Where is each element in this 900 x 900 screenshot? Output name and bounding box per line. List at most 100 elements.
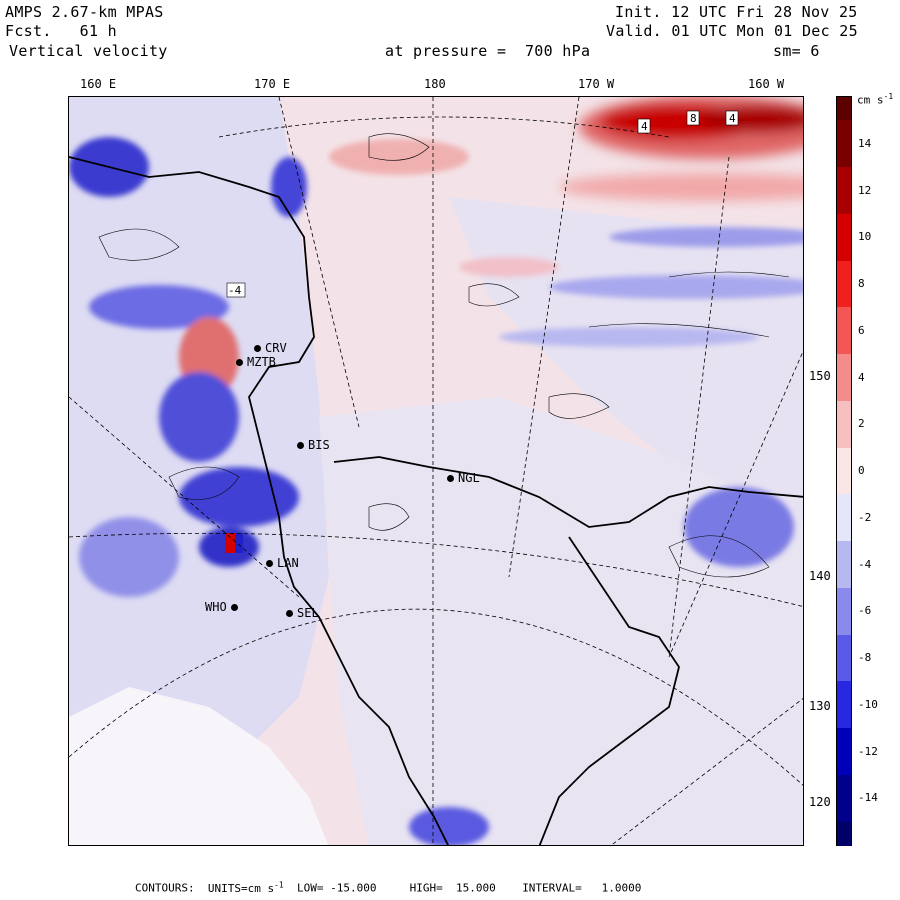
coastline [69, 156, 803, 845]
colorbar-band [837, 143, 851, 168]
station-bis: BIS [297, 438, 330, 452]
contours-label: CONTOURS: [135, 881, 195, 895]
station-name: WHO [205, 600, 227, 614]
colorbar-band [837, 284, 851, 308]
station-mztb: MZTB [236, 355, 276, 369]
mountain-convection [69, 137, 794, 845]
colorbar-band [837, 213, 851, 238]
downdraft-cell [235, 533, 243, 553]
vertical-velocity-map: 4 8 4 -4 [68, 96, 804, 846]
colorbar-band [837, 97, 851, 121]
colorbar-tick-label: -2 [858, 510, 872, 524]
colorbar-band [837, 471, 851, 495]
colorbar-tick-label: 4 [858, 370, 865, 384]
colorbar-band [837, 611, 851, 636]
high-label: HIGH= 15.000 [409, 881, 496, 895]
colorbar-band [837, 587, 851, 612]
lon-label: 160 W [748, 77, 785, 91]
colorbar-units: cm s-1 [857, 92, 894, 107]
colorbar-tick-label: -6 [858, 604, 872, 618]
map-canvas: 4 8 4 -4 [69, 97, 803, 845]
station-dot [236, 359, 243, 366]
colorbar-tick-label: 8 [858, 277, 865, 290]
contour-label-group: 4 8 4 -4 [226, 110, 739, 298]
station-name: NGL [458, 471, 480, 485]
banded-field [329, 139, 803, 347]
colorbar-band [837, 634, 851, 659]
colorbar-band [837, 517, 851, 542]
colorbar-tick-label: 6 [858, 323, 865, 337]
valid-time: Valid. 01 UTC Mon 01 Dec 25 [606, 22, 858, 40]
units-label: UNITS=cm s-1 [207, 880, 284, 895]
colorbar-band [837, 821, 851, 846]
station-name: BIS [308, 438, 330, 452]
station-dot [297, 442, 304, 449]
strong-updraft-band [559, 97, 803, 201]
colorbar-band [837, 120, 851, 145]
colorbar-band [837, 447, 851, 472]
colorbar-tick-label: 0 [858, 464, 865, 477]
updraft-cell [225, 533, 235, 553]
station-name: SEL [297, 606, 319, 620]
contour-info: CONTOURS: UNITS=cm s-1 LOW= -15.000 HIGH… [135, 880, 641, 895]
contour-label: -4 [228, 284, 242, 297]
model-title: AMPS 2.67-km MPAS [5, 3, 164, 21]
station-dot [230, 604, 238, 611]
colorbar-band [837, 237, 851, 262]
colorbar-band [837, 167, 851, 191]
colorbar-band [837, 494, 851, 519]
station-ngl: NGL [447, 471, 480, 485]
colorbar-band [837, 681, 851, 706]
interval-label: INTERVAL= 1.0000 [522, 881, 642, 895]
contour-label: 4 [641, 120, 648, 133]
colorbar-band [837, 728, 851, 752]
station-lan: LAN [266, 556, 299, 570]
colorbar-band [837, 658, 851, 682]
colorbar-tick-label: -10 [858, 697, 878, 711]
colorbar-band [837, 354, 851, 378]
lon-label: 160 E [80, 77, 117, 91]
station-who: WHO [205, 600, 242, 614]
lon-label: 180 [424, 77, 446, 91]
station-sel: SEL [286, 606, 319, 620]
colorbar [836, 96, 852, 846]
colorbar-band [837, 330, 851, 355]
station-dot [447, 475, 454, 482]
station-name: LAN [277, 556, 299, 570]
lon-label: 170 E [254, 77, 291, 91]
pale-area [69, 687, 329, 845]
station-name: CRV [265, 341, 287, 355]
colorbar-band [837, 260, 851, 285]
station-crv: CRV [254, 341, 287, 355]
lon-label: 170 W [578, 77, 615, 91]
colorbar-band [837, 424, 851, 449]
colorbar-band [837, 798, 851, 823]
colorbar-tick-label: 14 [858, 136, 872, 150]
colorbar-band [837, 541, 851, 565]
init-time: Init. 12 UTC Fri 28 Nov 25 [615, 3, 858, 21]
variable-name: Vertical velocity [9, 42, 168, 60]
colorbar-band [837, 400, 851, 425]
pressure-level: at pressure = 700 hPa [385, 42, 591, 60]
station-dot [266, 560, 273, 567]
forecast-hour: Fcst. 61 h [5, 22, 117, 40]
colorbar-tick-label: 2 [858, 417, 865, 431]
station-dot [286, 610, 293, 617]
colorbar-band [837, 307, 851, 332]
colorbar-tick-label: 12 [858, 183, 872, 197]
station-dot [254, 345, 261, 352]
contour-label: 8 [690, 112, 697, 125]
colorbar-band [837, 751, 851, 776]
colorbar-band [837, 774, 851, 799]
graticule [69, 97, 803, 845]
colorbar-tick-label: -14 [858, 791, 878, 805]
contour-lines [98, 133, 790, 578]
low-label: LOW= -15.000 [296, 881, 377, 895]
colorbar-tick-label: -4 [858, 557, 872, 571]
colorbar-tick-label: -8 [858, 651, 872, 664]
smoothing-value: sm= 6 [773, 42, 820, 60]
colorbar-band [837, 564, 851, 589]
negative-field-south [319, 397, 803, 845]
colorbar-band [837, 190, 851, 215]
colorbar-band [837, 377, 851, 402]
